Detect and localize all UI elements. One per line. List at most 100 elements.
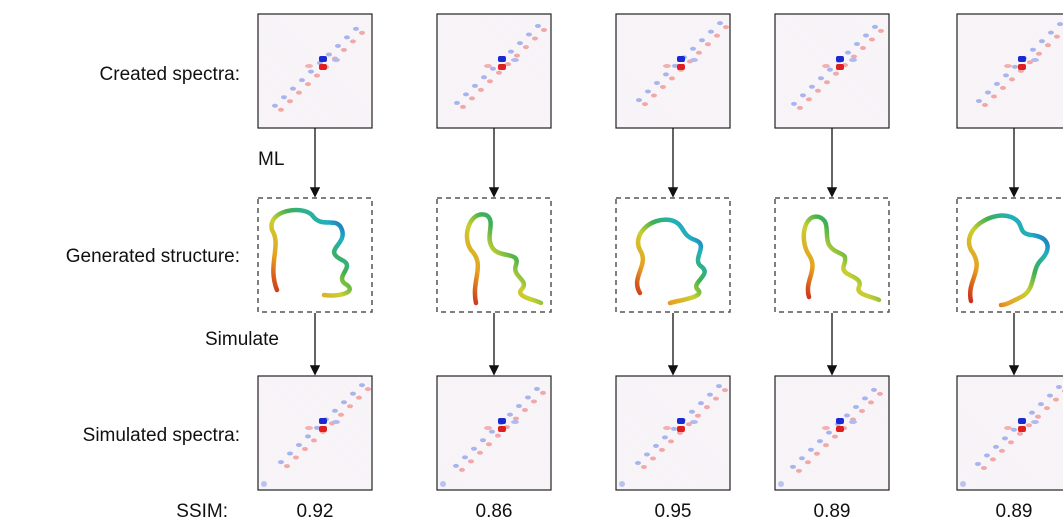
- spectrum-frame: [774, 375, 890, 491]
- spectrum-peak: [364, 387, 371, 392]
- spectrum-peak: [667, 439, 674, 444]
- spectrum-peak: [1026, 60, 1033, 65]
- spectrum-peak: [984, 90, 991, 95]
- spectrum-peak: [453, 100, 460, 105]
- spectrum-peak: [485, 442, 492, 447]
- spectrum-peak: [318, 64, 327, 71]
- spectrum-peak: [1044, 43, 1051, 48]
- spectrum-peak: [778, 481, 784, 487]
- spectrum-peak: [1034, 414, 1041, 419]
- spectrum-peak: [831, 434, 838, 439]
- spectrum-peak: [1016, 431, 1023, 436]
- spectrum-peak: [346, 404, 353, 409]
- spectrum-peak: [859, 46, 866, 51]
- spectrum-peak: [525, 32, 532, 37]
- spectrum-peak: [497, 64, 506, 71]
- spectrum-peak: [662, 72, 669, 77]
- spectrum-peak: [331, 58, 340, 63]
- spectrum-peak: [1047, 30, 1054, 35]
- structure-frame: [436, 197, 552, 313]
- spectrum-peak: [704, 42, 711, 47]
- spectrum-peak: [355, 395, 362, 400]
- spectrum-peak: [1028, 410, 1035, 415]
- spectrum-peak: [1030, 420, 1039, 425]
- spectrum-peak: [458, 467, 465, 472]
- spectrum-peak: [313, 425, 320, 430]
- spectrum-peak: [703, 405, 710, 410]
- spectrum-peak: [340, 47, 347, 52]
- row-label: Generated structure:: [66, 246, 240, 267]
- ssim-value: 0.89: [996, 501, 1033, 522]
- spectrum-peak: [494, 433, 501, 438]
- spectrum-peak: [825, 430, 832, 435]
- spectrum-peak: [1003, 64, 1012, 69]
- spectrum-peak: [534, 23, 541, 28]
- spectrum-peak: [504, 62, 511, 67]
- spectrum-peak: [635, 98, 642, 103]
- spectrum-peak: [506, 412, 513, 417]
- spectrum-peak: [304, 434, 311, 439]
- spectrum-peak: [515, 404, 522, 409]
- spectrum-peak: [975, 99, 982, 104]
- spectrum-peak: [349, 391, 356, 396]
- spectrum-peak: [349, 39, 356, 44]
- spectrum-peak: [823, 80, 830, 85]
- spectrum-peak: [1030, 58, 1039, 63]
- spectrum-peak: [334, 43, 341, 48]
- spectrum-peak: [652, 443, 659, 448]
- spectrum-peak: [510, 58, 519, 63]
- structure: [801, 214, 882, 303]
- spectrum-peak: [318, 418, 327, 425]
- spectrum-peak: [1035, 51, 1042, 56]
- column: 0.95: [615, 13, 731, 522]
- structure: [269, 207, 352, 298]
- spectrum-peak: [510, 420, 519, 425]
- spectrum-peak: [685, 422, 692, 427]
- spectrum-peak: [1046, 393, 1053, 398]
- spectrum-peak: [983, 453, 990, 458]
- spectrum-peak: [990, 94, 997, 99]
- spectrum-peak: [843, 413, 850, 418]
- structure: [634, 217, 707, 306]
- spectrum-peak: [722, 25, 729, 30]
- spectrum-peak: [689, 58, 698, 63]
- spectrum-frame: [257, 13, 373, 129]
- spectrum-peak: [643, 452, 650, 457]
- spectrum-peak: [844, 50, 851, 55]
- spectrum-peak: [848, 420, 857, 425]
- spectrum-peak: [813, 451, 820, 456]
- ssim-value: 0.89: [814, 501, 851, 522]
- spectrum-peak: [467, 459, 474, 464]
- spectrum-peak: [974, 461, 981, 466]
- spectrum-frame: [436, 13, 552, 129]
- spectrum-peak: [796, 105, 803, 110]
- spectrum-peak: [619, 481, 625, 487]
- spectrum-peak: [821, 426, 830, 431]
- spectrum-peak: [440, 481, 446, 487]
- spectrum-peak: [805, 97, 812, 102]
- spectrum-peak: [876, 391, 883, 396]
- spectrum-peak: [848, 58, 857, 63]
- spectrum-peak: [658, 447, 665, 452]
- ssim-value: 0.92: [297, 501, 334, 522]
- spectrum-peak: [304, 426, 313, 431]
- spectrum-peak: [877, 28, 884, 33]
- spectrum-peak: [852, 404, 859, 409]
- spectrum-peak: [721, 388, 728, 393]
- spectrum-peak: [261, 481, 267, 487]
- spectrum-peak: [981, 103, 988, 108]
- spectrum-peak: [814, 88, 821, 93]
- spectrum-peak: [1055, 385, 1062, 390]
- spectrum-peak: [459, 104, 466, 109]
- spectrum-peak: [662, 64, 671, 69]
- spectrum-peak: [1010, 427, 1017, 432]
- spectrum-peak: [662, 426, 671, 431]
- spectrum-peak: [661, 435, 668, 440]
- spectrum-peak: [835, 64, 844, 71]
- spectrum-peak: [343, 35, 350, 40]
- spectrum-peak: [483, 64, 492, 69]
- spectrum-peak: [479, 438, 486, 443]
- panels: 0.92 0.86 0.95 0.89 0.89: [257, 13, 1063, 522]
- spectrum-peak: [640, 465, 647, 470]
